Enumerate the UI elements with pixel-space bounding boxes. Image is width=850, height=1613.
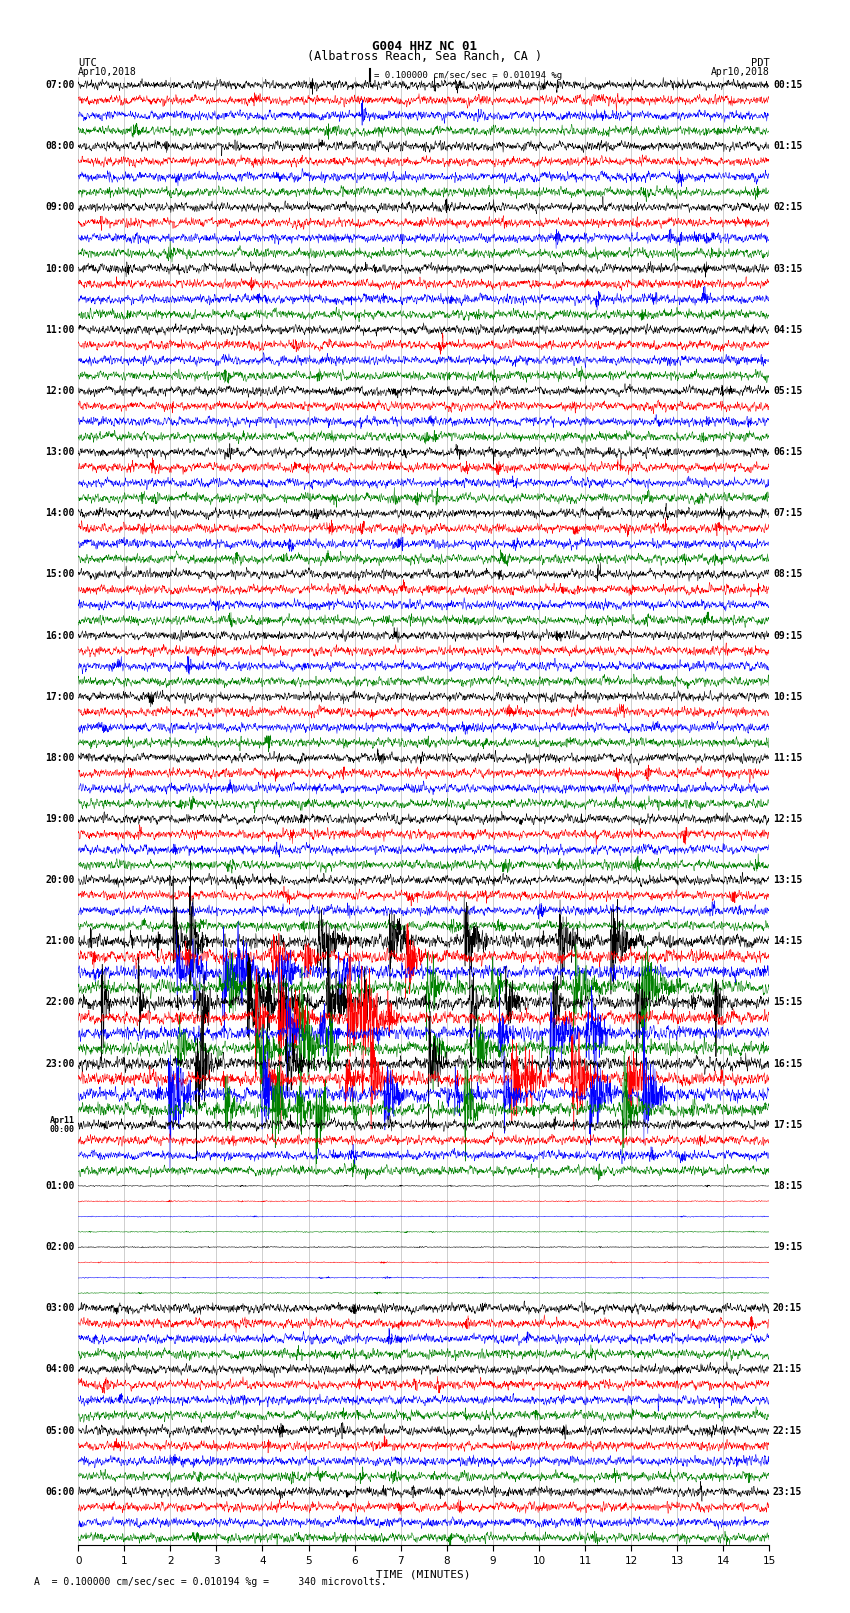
Text: 11:00: 11:00 [45, 324, 75, 336]
Text: 12:15: 12:15 [773, 815, 802, 824]
Text: 02:15: 02:15 [773, 202, 802, 213]
Text: 17:15: 17:15 [773, 1119, 802, 1129]
Text: 14:00: 14:00 [45, 508, 75, 518]
Text: 12:00: 12:00 [45, 386, 75, 395]
Text: 05:15: 05:15 [773, 386, 802, 395]
Text: 03:15: 03:15 [773, 263, 802, 274]
Text: 22:00: 22:00 [45, 997, 75, 1008]
Text: 02:00: 02:00 [45, 1242, 75, 1252]
Text: = 0.100000 cm/sec/sec = 0.010194 %g: = 0.100000 cm/sec/sec = 0.010194 %g [374, 71, 562, 79]
Text: 06:00: 06:00 [45, 1487, 75, 1497]
Text: 06:15: 06:15 [773, 447, 802, 456]
Text: 07:00: 07:00 [45, 81, 75, 90]
Text: 23:15: 23:15 [773, 1487, 802, 1497]
Text: 09:15: 09:15 [773, 631, 802, 640]
Text: 08:00: 08:00 [45, 142, 75, 152]
Text: 21:00: 21:00 [45, 936, 75, 947]
Text: A  = 0.100000 cm/sec/sec = 0.010194 %g =     340 microvolts.: A = 0.100000 cm/sec/sec = 0.010194 %g = … [34, 1578, 387, 1587]
Text: Apr10,2018: Apr10,2018 [711, 66, 769, 77]
Text: G004 HHZ NC 01: G004 HHZ NC 01 [372, 39, 478, 53]
Text: UTC: UTC [78, 58, 97, 68]
Text: 20:00: 20:00 [45, 876, 75, 886]
Text: 22:15: 22:15 [773, 1426, 802, 1436]
Text: 11:15: 11:15 [773, 753, 802, 763]
Text: 17:00: 17:00 [45, 692, 75, 702]
Text: 14:15: 14:15 [773, 936, 802, 947]
Text: 00:00: 00:00 [49, 1124, 75, 1134]
X-axis label: TIME (MINUTES): TIME (MINUTES) [377, 1569, 471, 1579]
Text: Apr11: Apr11 [49, 1116, 75, 1124]
Text: 10:15: 10:15 [773, 692, 802, 702]
Text: 13:15: 13:15 [773, 876, 802, 886]
Text: 15:00: 15:00 [45, 569, 75, 579]
Text: 09:00: 09:00 [45, 202, 75, 213]
Text: 01:00: 01:00 [45, 1181, 75, 1190]
Text: 13:00: 13:00 [45, 447, 75, 456]
Text: 23:00: 23:00 [45, 1058, 75, 1069]
Text: 07:15: 07:15 [773, 508, 802, 518]
Text: 19:00: 19:00 [45, 815, 75, 824]
Text: 16:15: 16:15 [773, 1058, 802, 1069]
Text: 20:15: 20:15 [773, 1303, 802, 1313]
Text: 03:00: 03:00 [45, 1303, 75, 1313]
Text: 10:00: 10:00 [45, 263, 75, 274]
Text: 18:15: 18:15 [773, 1181, 802, 1190]
Text: 15:15: 15:15 [773, 997, 802, 1008]
Text: 04:00: 04:00 [45, 1365, 75, 1374]
Text: 21:15: 21:15 [773, 1365, 802, 1374]
Text: Apr10,2018: Apr10,2018 [78, 66, 137, 77]
Text: 00:15: 00:15 [773, 81, 802, 90]
Text: 16:00: 16:00 [45, 631, 75, 640]
Text: 04:15: 04:15 [773, 324, 802, 336]
Text: (Albatross Reach, Sea Ranch, CA ): (Albatross Reach, Sea Ranch, CA ) [308, 50, 542, 63]
Text: 01:15: 01:15 [773, 142, 802, 152]
Text: 19:15: 19:15 [773, 1242, 802, 1252]
Text: PDT: PDT [751, 58, 769, 68]
Text: 08:15: 08:15 [773, 569, 802, 579]
Text: 05:00: 05:00 [45, 1426, 75, 1436]
Text: 18:00: 18:00 [45, 753, 75, 763]
